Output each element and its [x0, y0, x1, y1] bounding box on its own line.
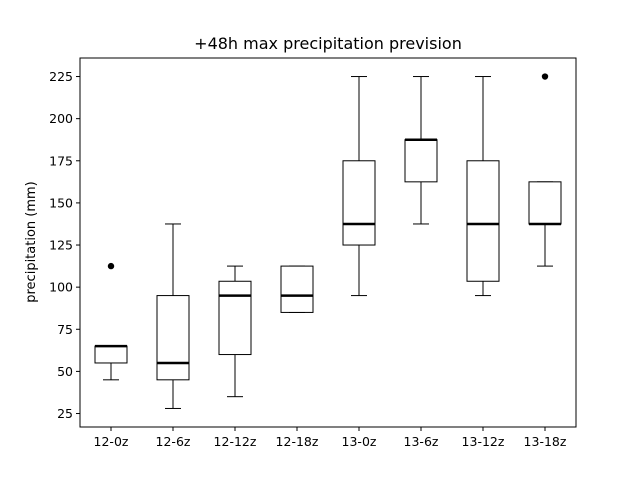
x-tick-label: 13-12z: [462, 434, 505, 449]
y-tick-label: 50: [57, 364, 73, 379]
box-iqr: [528, 181, 562, 225]
x-tick-label: 13-6z: [404, 434, 439, 449]
y-tick-label: 200: [49, 111, 73, 126]
x-tick-label: 12-12z: [214, 434, 257, 449]
box-iqr: [280, 265, 314, 313]
box-iqr: [156, 295, 190, 381]
box-iqr: [466, 160, 500, 282]
y-tick-label: 125: [49, 238, 73, 253]
chart-title: +48h max precipitation prevision: [194, 34, 462, 53]
x-tick-label: 13-0z: [342, 434, 377, 449]
outlier-point: [541, 73, 549, 80]
plot-frame: [79, 57, 577, 428]
y-tick-label: 225: [49, 69, 73, 84]
y-tick-label: 75: [57, 322, 73, 337]
x-tick-label: 13-18z: [524, 434, 567, 449]
box-iqr: [404, 139, 438, 183]
box-iqr: [218, 280, 252, 356]
box-iqr: [342, 160, 376, 246]
x-tick-label: 12-6z: [156, 434, 191, 449]
y-tick-label: 175: [49, 153, 73, 168]
y-tick-label: 150: [49, 195, 73, 210]
y-axis-label: precipitation (mm): [24, 181, 39, 303]
x-tick-label: 12-18z: [276, 434, 319, 449]
y-tick-label: 100: [49, 280, 73, 295]
outlier-point: [107, 262, 115, 270]
x-tick-label: 12-0z: [94, 434, 129, 449]
y-tick-label: 25: [57, 406, 73, 421]
box-iqr: [94, 345, 128, 364]
plot-area: 25 50 75 100 125 150 175 200 225 12-0z 12-6z 12-12z…: [49, 69, 567, 449]
